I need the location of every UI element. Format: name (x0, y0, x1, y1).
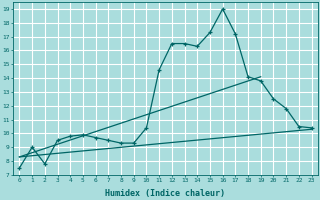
X-axis label: Humidex (Indice chaleur): Humidex (Indice chaleur) (106, 189, 226, 198)
